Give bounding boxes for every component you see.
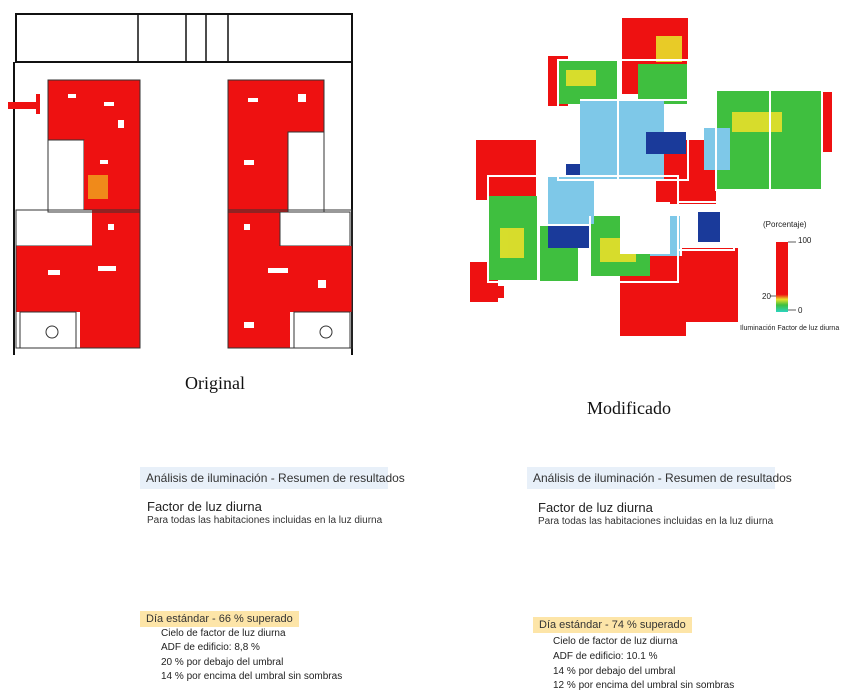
- results-header-original: Análisis de iluminación - Resumen de res…: [140, 467, 405, 489]
- standard-badge-original: Día estándar - 66 % superado: [140, 611, 299, 627]
- detail-sky-modified: Cielo de factor de luz diurna: [553, 636, 678, 647]
- legend-title: Iluminación Factor de luz diurna: [740, 325, 840, 332]
- original-daylight-plan: [8, 13, 353, 355]
- metric-title-modified: Factor de luz diurna: [538, 500, 653, 515]
- detail-sky-original: Cielo de factor de luz diurna: [161, 628, 286, 639]
- caption-original: Original: [185, 373, 245, 393]
- modified-daylight-plan: [470, 18, 832, 336]
- legend-gradient-bar: [776, 242, 788, 312]
- results-header-modified: Análisis de iluminación - Resumen de res…: [527, 467, 792, 489]
- legend-mid-label: 20: [762, 292, 771, 301]
- legend-max-label: 100: [798, 236, 812, 245]
- detail-adf-modified: ADF de edificio: 10.1 %: [553, 651, 658, 662]
- caption-modified: Modificado: [587, 398, 671, 418]
- metric-subtitle-modified: Para todas las habitaciones incluidas en…: [538, 516, 774, 527]
- standard-badge-modified: Día estándar - 74 % superado: [533, 617, 692, 633]
- metric-title-original: Factor de luz diurna: [147, 499, 262, 514]
- detail-above-modified: 12 % por encima del umbral sin sombras: [553, 680, 735, 691]
- legend-min-label: 0: [798, 306, 803, 315]
- legend-unit: (Porcentaje): [763, 220, 807, 229]
- metric-subtitle-original: Para todas las habitaciones incluidas en…: [147, 515, 383, 526]
- detail-below-modified: 14 % por debajo del umbral: [553, 666, 676, 677]
- detail-below-original: 20 % por debajo del umbral: [161, 657, 284, 668]
- detail-adf-original: ADF de edificio: 8,8 %: [161, 642, 260, 653]
- detail-above-original: 14 % por encima del umbral sin sombras: [161, 671, 343, 682]
